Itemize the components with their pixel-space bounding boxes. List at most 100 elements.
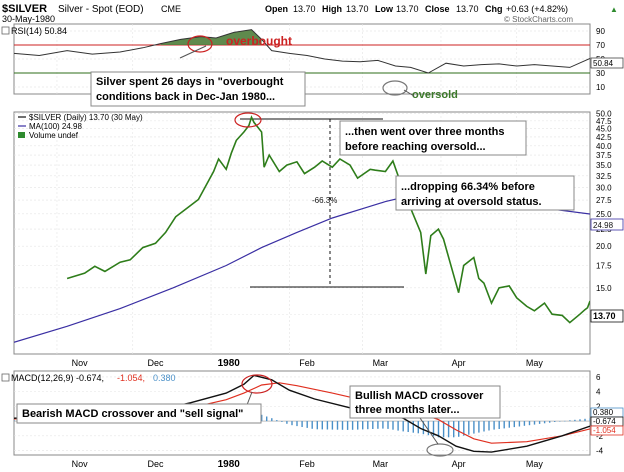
- months-callout-box: [339, 120, 527, 156]
- macd-histogram-bar: [331, 421, 334, 430]
- macd-histogram-bar: [341, 421, 344, 430]
- months-callout-line-2: before reaching oversold...: [345, 141, 486, 153]
- rsi-tick-label: 10: [596, 83, 605, 92]
- macd-histogram-bar: [564, 420, 566, 422]
- macd-histogram-bar: [271, 418, 273, 422]
- bearish-callout-text: Bearish MACD crossover and "sell signal": [22, 408, 243, 420]
- open-label: Open: [265, 4, 288, 14]
- macd-histogram-bar: [473, 421, 475, 434]
- macd-histogram-bar: [538, 421, 541, 424]
- close-value: 13.70: [456, 4, 479, 14]
- drop-callout-line-1: ...dropping 66.34% before: [401, 181, 535, 193]
- price-current-value: 13.70: [593, 311, 616, 321]
- macd-histogram-bar: [306, 421, 308, 428]
- rsi-callout-line-1: Silver spent 26 days in "overbought: [96, 76, 284, 88]
- macd-histogram-bar: [442, 421, 445, 438]
- drop-percent-label: -66.3%: [312, 196, 337, 205]
- macd-histogram-bar: [574, 419, 576, 422]
- rsi-overbought-fill: [160, 29, 262, 45]
- macd-legend-signal: -1.054,: [117, 373, 145, 383]
- macd-histogram-bar: [266, 416, 268, 422]
- bullish-callout-line-2: three months later...: [355, 404, 460, 416]
- months-callout-line-1: ...then went over three months: [345, 126, 505, 138]
- rsi-tick-label: 30: [596, 69, 605, 78]
- drop-callout: ...dropping 66.34% before arriving at ov…: [395, 175, 575, 211]
- macd-tick-label: -2: [596, 432, 604, 441]
- rsi-tick-label: 70: [596, 41, 605, 50]
- macd-histogram-bar: [533, 421, 536, 425]
- macd-histogram-bar: [296, 421, 298, 427]
- macd-tick-label: 2: [596, 402, 601, 411]
- macd-histogram-bar: [493, 421, 495, 430]
- overbought-annotation: overbought: [226, 34, 292, 48]
- ma-legend-text: MA(100) 24.98: [29, 122, 82, 131]
- low-value: 13.70: [396, 4, 419, 14]
- rsi-legend: RSI(14) 50.84: [11, 26, 67, 36]
- macd-tick-label: -4: [596, 447, 604, 456]
- quote-summary: Open 13.70 High 13.70 Low 13.70 Close 13…: [265, 4, 618, 14]
- macd-histogram-bar: [508, 421, 510, 428]
- macd-histogram-bar: [528, 421, 531, 426]
- price-tick-label: 15.0: [596, 284, 612, 293]
- macd-histogram-bar: [311, 421, 313, 429]
- macd-histogram-bar: [372, 421, 374, 429]
- bearish-callout: Bearish MACD crossover and "sell signal": [16, 403, 262, 424]
- high-value: 13.70: [346, 4, 369, 14]
- price-x-tick-label: Feb: [299, 358, 315, 368]
- chg-value: +0.63 (+4.82%): [506, 4, 568, 14]
- macd-histogram-bar: [589, 418, 590, 422]
- macd-histogram-bar: [554, 421, 556, 422]
- macd-histogram-bar: [468, 421, 470, 435]
- macd-histogram-bar: [422, 421, 425, 435]
- rsi-oversold-highlight: [382, 80, 408, 96]
- macd-histogram-bar: [513, 421, 515, 428]
- macd-x-tick-label: Dec: [147, 459, 164, 469]
- price-tick-label: 42.5: [596, 133, 612, 142]
- drop-callout-line-2: arriving at oversold status.: [401, 196, 542, 208]
- bearish-callout-box: [16, 403, 262, 424]
- macd-histogram-bar: [458, 421, 460, 437]
- macd-histogram-bar: [437, 421, 440, 438]
- price-tick-label: 17.5: [596, 262, 612, 271]
- macd-histogram-bar: [463, 421, 465, 436]
- macd-histogram-bar: [579, 419, 581, 422]
- price-tick-label: 45.0: [596, 125, 612, 134]
- macd-histogram-bar: [584, 418, 586, 422]
- macd-histogram-bar: [367, 421, 369, 430]
- macd-histogram-bar: [351, 421, 354, 430]
- macd-histogram-bar: [301, 421, 303, 427]
- volume-legend-text: Volume undef: [29, 131, 79, 140]
- collapse-rsi-icon[interactable]: [1, 26, 10, 35]
- rsi-line: [14, 29, 590, 74]
- macd-legend-hist: 0.380: [153, 373, 176, 383]
- collapse-macd-icon[interactable]: [1, 373, 10, 382]
- price-tick-label: 40.0: [596, 142, 612, 151]
- rsi-callout-box: [90, 71, 306, 107]
- macd-tick-label: 6: [596, 373, 601, 382]
- macd-histogram-bar: [543, 421, 546, 424]
- macd-histogram-bar: [362, 421, 364, 430]
- macd-histogram-bar: [397, 421, 399, 431]
- quote-date: 30-May-1980: [2, 14, 55, 24]
- bullish-callout-box: [349, 385, 501, 419]
- macd-histogram-bar: [291, 421, 293, 426]
- price-x-tick-label: Mar: [373, 358, 389, 368]
- bullish-callout-line-1: Bullish MACD crossover: [355, 390, 484, 402]
- low-label: Low: [375, 4, 394, 14]
- price-tick-label: 47.5: [596, 117, 612, 126]
- macd-histogram-bar: [559, 421, 561, 422]
- macd-x-axis: Nov Dec 1980 Feb Mar Apr May: [72, 459, 544, 470]
- drop-callout-box: [395, 175, 575, 211]
- macd-histogram-bar: [523, 421, 526, 426]
- rsi-callout: Silver spent 26 days in "overbought cond…: [90, 71, 306, 107]
- macd-signal-tag: [590, 425, 624, 436]
- rsi-current-value: 50.84: [593, 59, 614, 68]
- macd-histogram-bar: [14, 420, 15, 422]
- macd-histogram-bar: [392, 421, 394, 430]
- open-value: 13.70: [293, 4, 316, 14]
- high-label: High: [322, 4, 342, 14]
- rsi-tick-label: 90: [596, 27, 605, 36]
- macd-signal-value: -1.054: [593, 426, 616, 435]
- watermark: © StockCharts.com: [504, 15, 573, 24]
